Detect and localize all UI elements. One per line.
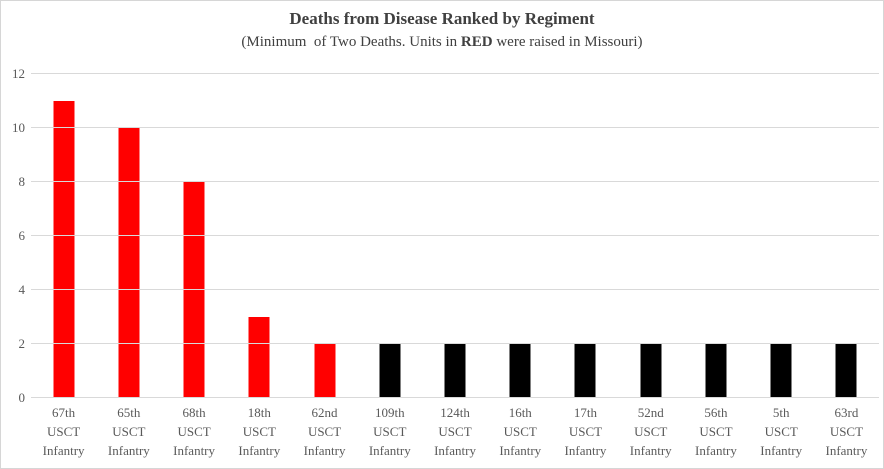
gridline-y12: [31, 73, 879, 74]
gridline-y6: [31, 235, 879, 236]
plot-area: 67th USCT Infantry 65th USCT Infantry 68th…: [12, 67, 879, 458]
bar-5th-usct-infantry: [770, 344, 792, 398]
bar-63rd-usct-infantry: [835, 344, 857, 398]
gridline-y8: [31, 181, 879, 182]
y-tick-label-8: 8: [18, 174, 26, 189]
chart-subtitle: (Minimum of Two Deaths. Units in RED wer…: [1, 34, 883, 51]
bar-cell-109th-usct-infantry: [357, 74, 422, 398]
y-tick-label-12: 12: [12, 66, 25, 81]
bar-cell-5th-usct-infantry: [749, 74, 814, 398]
bar-cell-18th-usct-infantry: [227, 74, 292, 398]
bar-cell-63rd-usct-infantry: [814, 74, 879, 398]
y-tick-label-4: 4: [18, 282, 26, 297]
bar-18th-usct-infantry: [248, 317, 270, 398]
x-axis-label-68th-usct-infantry: 68th USCT Infantry: [173, 405, 216, 458]
subtitle-prefix: (Minimum of Two Deaths. Units in: [241, 34, 461, 50]
bar-62nd-usct-infantry: [314, 344, 336, 398]
x-axis-label-62nd-usct-infantry: 62nd USCT Infantry: [303, 405, 346, 458]
x-axis-label-18th-usct-infantry: 18th USCT Infantry: [238, 405, 281, 458]
bar-cell-17th-usct-infantry: [553, 74, 618, 398]
x-axis-label-52nd-usct-infantry: 52nd USCT Infantry: [629, 405, 672, 458]
bar-56th-usct-infantry: [705, 344, 727, 398]
bar-cell-56th-usct-infantry: [683, 74, 748, 398]
y-tick-label-2: 2: [18, 336, 26, 351]
gridline-y0: [31, 397, 879, 398]
gridline-y4: [31, 289, 879, 290]
bar-52nd-usct-infantry: [640, 344, 662, 398]
y-tick-label-0: 0: [18, 390, 26, 405]
gridline-y2: [31, 343, 879, 344]
bar-cell-52nd-usct-infantry: [618, 74, 683, 398]
x-axis-label-16th-usct-infantry: 16th USCT Infantry: [499, 405, 542, 458]
x-axis-label-17th-usct-infantry: 17th USCT Infantry: [564, 405, 607, 458]
y-tick-label-6: 6: [18, 228, 26, 243]
bar-cell-67th-usct-infantry: [31, 74, 96, 398]
y-tick-label-10: 10: [12, 120, 25, 135]
bars-container: [31, 74, 879, 398]
gridline-y10: [31, 127, 879, 128]
bar-65th-usct-infantry: [118, 128, 140, 398]
bar-cell-68th-usct-infantry: [161, 74, 226, 398]
bar-17th-usct-infantry: [574, 344, 596, 398]
x-axis-label-109th-usct-infantry: 109th USCT Infantry: [368, 405, 411, 458]
bar-cell-65th-usct-infantry: [96, 74, 161, 398]
bar-68th-usct-infantry: [183, 182, 205, 398]
bar-124th-usct-infantry: [444, 344, 466, 398]
bar-67th-usct-infantry: [53, 101, 75, 398]
chart-title: Deaths from Disease Ranked by Regiment: [289, 9, 595, 28]
x-axis-labels: 67th USCT Infantry 65th USCT Infantry 68th…: [31, 403, 879, 460]
bar-109th-usct-infantry: [379, 344, 401, 398]
bar-cell-124th-usct-infantry: [422, 74, 487, 398]
bar-cell-62nd-usct-infantry: [292, 74, 357, 398]
bar-cell-16th-usct-infantry: [488, 74, 553, 398]
bar-16th-usct-infantry: [509, 344, 531, 398]
x-axis-label-65th-usct-infantry: 65th USCT Infantry: [107, 405, 150, 458]
x-axis-label-124th-usct-infantry: 124th USCT Infantry: [434, 405, 476, 458]
subtitle-red-word: RED: [460, 34, 493, 50]
x-axis-label-56th-usct-infantry: 56th USCT Infantry: [695, 405, 737, 458]
x-axis-label-67th-usct-infantry: 67th USCT Infantry: [42, 405, 85, 458]
subtitle-suffix: were raised in Missouri): [492, 34, 643, 50]
x-axis-label-63rd-usct-infantry: 63rd USCT Infantry: [825, 405, 868, 458]
x-axis-label-5th-usct-infantry: 5th USCT Infantry: [760, 405, 803, 458]
